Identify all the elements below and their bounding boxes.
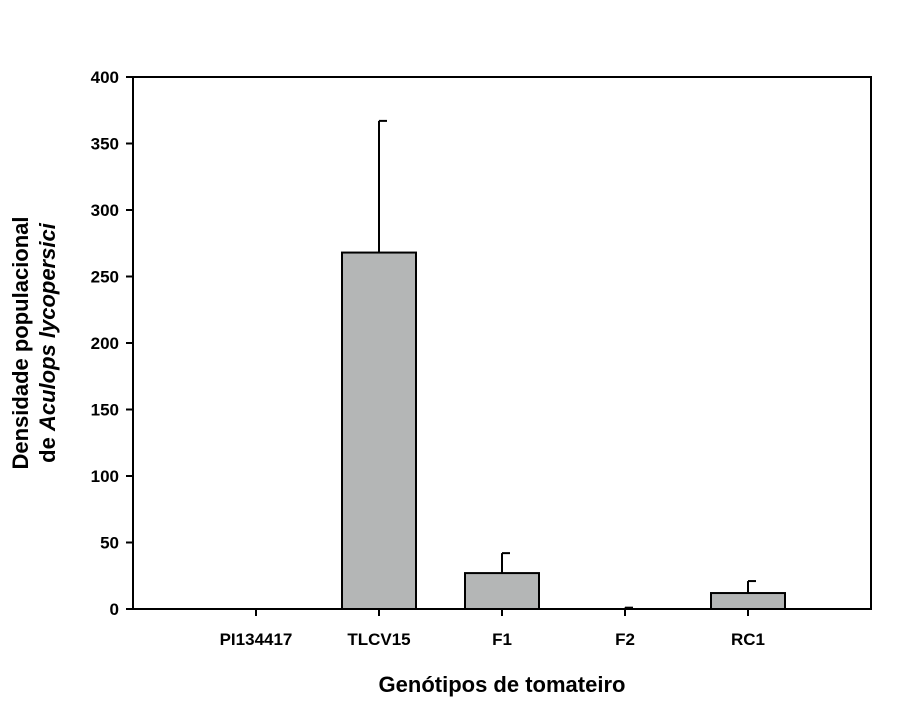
x-tick-label: F2 xyxy=(615,630,635,649)
y-axis-title-prefix: de xyxy=(35,431,60,463)
bar-rc1 xyxy=(710,592,786,610)
y-tick-label: 0 xyxy=(110,600,119,619)
plot-frame xyxy=(132,76,872,610)
y-tick-label: 100 xyxy=(91,467,119,486)
y-axis: 0 50 100 150 200 250 300 350 400 xyxy=(91,68,133,619)
y-tick-label: 300 xyxy=(91,201,119,220)
bar-tlcv15 xyxy=(341,251,417,610)
x-axis-title: Genótipos de tomateiro xyxy=(379,672,626,697)
y-axis-title-line2: de Aculops lycopersici xyxy=(35,222,60,463)
y-tick-label: 250 xyxy=(91,268,119,287)
x-tick-label: TLCV15 xyxy=(347,630,410,649)
y-tick-label: 200 xyxy=(91,334,119,353)
y-tick-label: 150 xyxy=(91,401,119,420)
error-bar-tlcv15 xyxy=(378,119,387,253)
y-tick-label: 50 xyxy=(100,534,119,553)
x-tick-label: RC1 xyxy=(731,630,765,649)
y-axis-title-species: Aculops lycopersici xyxy=(35,222,60,432)
x-tick-label: F1 xyxy=(492,630,512,649)
bars-layer xyxy=(341,251,786,611)
y-tick-label: 400 xyxy=(91,68,119,87)
y-axis-title: Densidade populacional de Aculops lycope… xyxy=(8,216,60,469)
error-bar-f1 xyxy=(501,552,510,574)
y-tick-label: 350 xyxy=(91,135,119,154)
x-axis: PI134417 TLCV15 F1 F2 RC1 xyxy=(220,609,765,649)
error-bars-layer xyxy=(378,119,756,609)
x-tick-label: PI134417 xyxy=(220,630,293,649)
error-bar-rc1 xyxy=(747,580,756,594)
bar-f1 xyxy=(464,572,540,611)
y-axis-title-line1: Densidade populacional xyxy=(8,216,33,469)
